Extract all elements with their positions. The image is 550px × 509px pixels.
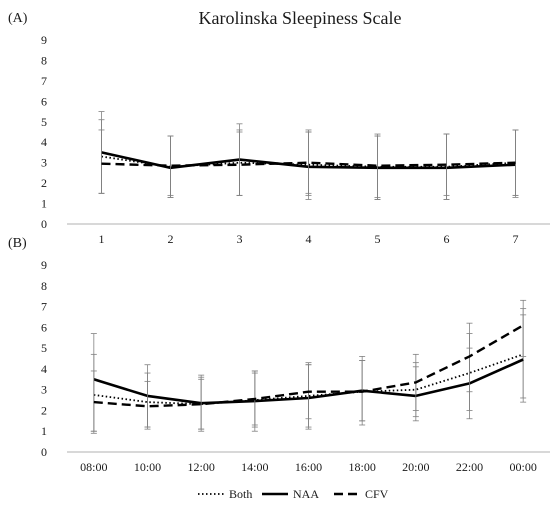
panel-b-line-cfv xyxy=(93,324,524,408)
panel-b-x-tick-label: 14:00 xyxy=(241,460,268,474)
panel-a-y-tick-label: 0 xyxy=(41,217,47,231)
panel-a-x-tick-label: 5 xyxy=(375,232,381,246)
panel-a-y-tick-label: 7 xyxy=(41,74,47,88)
panel-b-y-tick-label: 7 xyxy=(41,300,47,314)
panel-b-x-tick-label: 18:00 xyxy=(348,460,375,474)
panel-b-x-tick-label: 16:00 xyxy=(295,460,322,474)
panel-a-y-tick-label: 6 xyxy=(41,94,47,108)
panel-b-y-tick-label: 1 xyxy=(41,424,47,438)
panel-b-x-tick-label: 22:00 xyxy=(456,460,483,474)
panel-b-x-tick-label: 10:00 xyxy=(134,460,161,474)
panel-a-y-tick-label: 8 xyxy=(41,53,47,67)
panel-b-y-tick-label: 9 xyxy=(41,258,47,272)
panel-a-y-tick-label: 4 xyxy=(41,135,47,149)
panel-a-x-tick-label: 4 xyxy=(306,232,312,246)
legend-label-cfv: CFV xyxy=(365,487,389,501)
panel-b-x-tick-label: 08:00 xyxy=(80,460,107,474)
panel-a-y-tick-label: 3 xyxy=(41,156,47,170)
legend-label-both: Both xyxy=(229,487,252,501)
panel-b-label: (B) xyxy=(8,236,27,251)
panel-b-y-tick-label: 2 xyxy=(41,403,47,417)
panel-a-x-tick-label: 3 xyxy=(237,232,243,246)
legend-label-naa: NAA xyxy=(293,487,319,501)
panel-a-y-tick-label: 5 xyxy=(41,115,47,129)
panel-b-x-tick-label: 20:00 xyxy=(402,460,429,474)
panel-a-x-tick-label: 6 xyxy=(444,232,450,246)
panel-b-y-tick-label: 8 xyxy=(41,279,47,293)
legend: Both NAA CFV xyxy=(198,487,389,501)
panel-a-x-tick-label: 7 xyxy=(513,232,519,246)
panel-b-y-tick-label: 3 xyxy=(41,383,47,397)
panel-a-plot: 0 1 2 3 4 5 6 7 8 9 1 2 3 4 5 6 7 xyxy=(41,33,550,246)
panel-b-x-tick-label: 00:00 xyxy=(509,460,536,474)
panel-a-y-tick-label: 2 xyxy=(41,176,47,190)
panel-b-series-cfv xyxy=(90,299,527,434)
chart-title: Karolinska Sleepiness Scale xyxy=(199,8,402,28)
panel-b-y-tick-label: 6 xyxy=(41,320,47,334)
panel-a-series-cfv xyxy=(98,129,519,198)
panel-a-y-tick-label: 1 xyxy=(41,197,47,211)
panel-b-y-tick-label: 5 xyxy=(41,341,47,355)
panel-a-label: (A) xyxy=(8,11,28,26)
panel-a-y-tick-label: 9 xyxy=(41,33,47,47)
panel-a-x-tick-label: 1 xyxy=(99,232,105,246)
panel-b-x-tick-label: 12:00 xyxy=(187,460,214,474)
panel-b-y-tick-label: 4 xyxy=(41,362,47,376)
panel-a-x-tick-label: 2 xyxy=(168,232,174,246)
panel-b-y-tick-label: 0 xyxy=(41,445,47,459)
panel-b-plot: 0 1 2 3 4 5 6 7 8 9 08:00 10:00 12:00 14:00 16:00 18:00… xyxy=(41,258,550,474)
panel-b-line-both xyxy=(93,353,524,406)
